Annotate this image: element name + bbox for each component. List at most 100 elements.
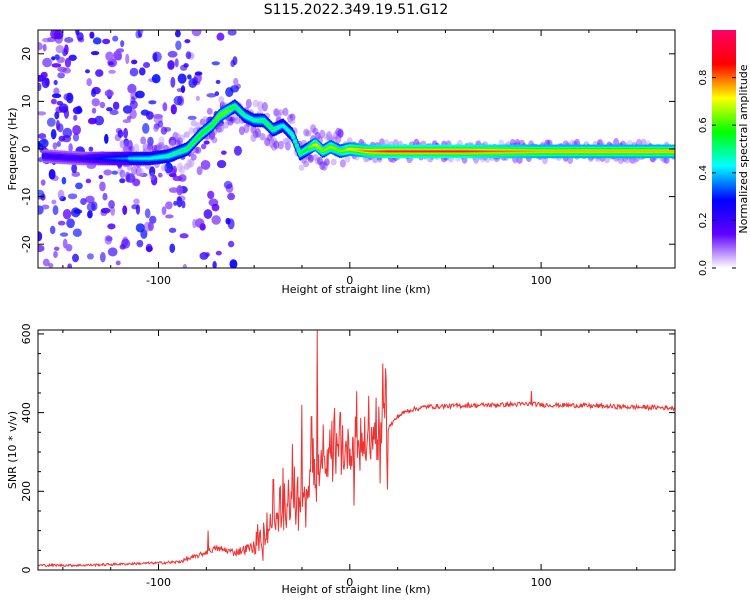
noise-blob <box>180 64 188 71</box>
noise-blob <box>205 252 210 257</box>
noise-blob <box>187 74 192 80</box>
noise-blob <box>58 135 66 142</box>
y-tick-label: 20 <box>20 47 33 61</box>
halo-blob <box>195 121 202 130</box>
colorbar: 0.0 0.2 0.4 0.6 0.8 Normalized spectral ampl… <box>698 30 750 276</box>
noise-blob <box>71 163 78 174</box>
snr-frame <box>37 329 676 571</box>
halo-blob <box>339 159 346 168</box>
noise-blob <box>57 72 66 79</box>
x-tick-label: 100 <box>531 576 552 589</box>
noise-blob <box>167 60 175 70</box>
noise-blob <box>98 174 103 180</box>
ridge-cell <box>268 126 274 129</box>
halo-blob <box>319 129 326 139</box>
halo-blob <box>140 136 147 145</box>
halo-blob <box>149 172 156 181</box>
noise-blob <box>175 40 182 51</box>
ridge-cell <box>187 144 193 147</box>
noise-blob <box>200 143 207 150</box>
noise-blob <box>120 40 125 48</box>
noise-blob <box>191 30 202 37</box>
noise-blob <box>188 78 197 89</box>
spectrogram-x-label: Height of straight line (km) <box>281 283 430 296</box>
noise-blob <box>147 221 154 232</box>
ridge-cell <box>213 119 219 122</box>
halo-blob <box>245 98 252 109</box>
colorbar-tick-label: 0.0 <box>698 260 709 276</box>
noise-blob <box>223 180 233 189</box>
halo-blob <box>323 158 330 166</box>
halo-blob <box>119 139 126 149</box>
halo-blob <box>131 166 138 175</box>
noise-blob <box>129 67 139 77</box>
noise-blob <box>44 77 50 87</box>
noise-blob <box>144 208 151 219</box>
noise-blob <box>91 98 100 107</box>
noise-blob <box>62 127 73 139</box>
noise-blob <box>54 32 64 44</box>
noise-blob <box>38 42 43 51</box>
ridge-cell <box>292 140 298 143</box>
halo-blob <box>170 167 177 178</box>
ridge-cell <box>191 141 196 144</box>
noise-blob <box>64 37 74 43</box>
ridge-cell <box>186 146 191 149</box>
noise-blob <box>91 107 97 114</box>
noise-blob <box>225 217 231 225</box>
noise-blob <box>153 124 159 132</box>
snr-y-ticks: 0 200 400 600 <box>20 323 675 574</box>
colorbar-gradient <box>712 30 736 268</box>
spectrogram-cells <box>38 30 675 268</box>
noise-blob <box>86 253 94 260</box>
halo-blob <box>284 141 291 151</box>
noise-blob <box>49 225 56 235</box>
ridge-cell <box>215 117 220 120</box>
y-tick-label: 600 <box>20 323 33 344</box>
noise-blob <box>215 79 221 84</box>
y-tick-label: -10 <box>20 188 33 206</box>
noise-blob <box>95 69 104 77</box>
halo-blob <box>261 102 268 112</box>
noise-blob <box>55 119 61 131</box>
noise-blob <box>89 31 95 39</box>
noise-blob <box>174 58 179 68</box>
noise-blob <box>115 260 121 266</box>
x-tick-label: 0 <box>346 576 353 589</box>
noise-blob <box>48 263 54 268</box>
noise-blob <box>107 223 116 230</box>
noise-blob <box>227 30 237 36</box>
x-tick-label: -100 <box>146 274 171 287</box>
noise-blob <box>125 171 131 183</box>
noise-blob <box>63 108 70 119</box>
noise-blob <box>194 71 203 76</box>
noise-blob <box>162 102 168 112</box>
noise-blob <box>91 86 101 95</box>
noise-blob <box>208 198 219 207</box>
noise-blob <box>72 253 79 263</box>
noise-blob <box>227 240 235 248</box>
noise-blob <box>153 113 164 119</box>
ridge-cell <box>208 125 213 128</box>
noise-blob <box>53 80 58 86</box>
noise-blob <box>108 61 114 66</box>
noise-blob <box>80 197 87 206</box>
ridge-cell <box>280 124 286 127</box>
noise-blob <box>131 59 138 65</box>
halo-blob <box>137 167 144 176</box>
halo-blob <box>128 145 135 152</box>
noise-blob <box>66 218 75 229</box>
noise-blob <box>165 201 173 210</box>
noise-blob <box>161 206 167 216</box>
x-tick-label: -100 <box>146 576 171 589</box>
halo-blob <box>179 165 186 175</box>
ridge-cell <box>234 106 239 109</box>
noise-blob <box>92 37 102 45</box>
noise-blob <box>104 89 114 97</box>
halo-blob <box>218 122 225 133</box>
noise-blob <box>142 123 150 134</box>
noise-blob <box>119 178 126 184</box>
halo-blob <box>160 164 167 172</box>
noise-blob <box>151 73 161 84</box>
